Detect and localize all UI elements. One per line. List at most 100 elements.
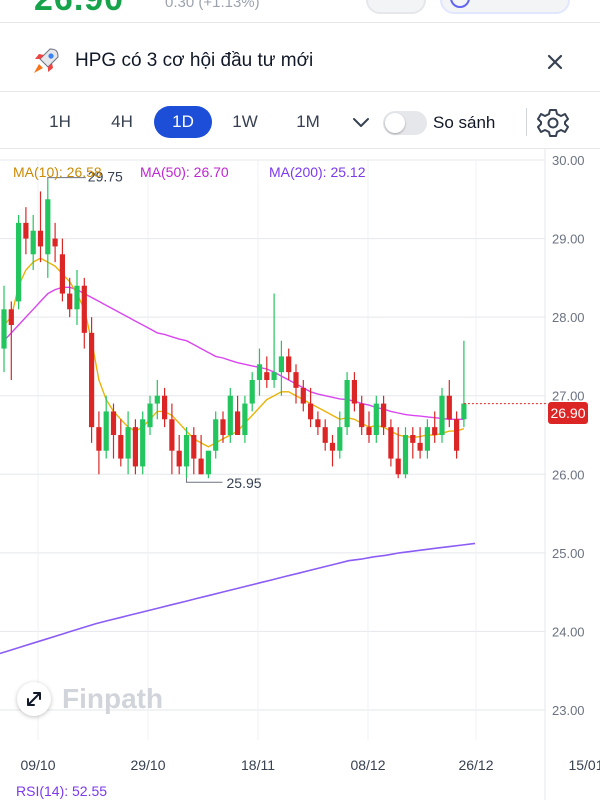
candle-body [96,427,102,451]
candle-body [169,419,175,451]
candle-body [424,427,430,451]
finpath-logo-icon [26,680,27,681]
candle-body [278,356,284,373]
candle-body [89,332,95,428]
candle-body [286,356,292,373]
candle-body [381,403,387,428]
ma10-line [3,257,465,448]
candle-body [256,364,263,380]
timeframe-4h[interactable]: 4H [111,112,133,131]
candle-body [432,427,438,435]
high-annotation-label: 29.75 [88,169,123,185]
chart-toolbar: 1H 4H 1D 1W 1M So sánh [0,96,600,148]
candle-body [154,395,160,404]
candle-body [118,435,124,459]
candle-body [322,427,328,443]
candle-body [67,293,73,310]
candle-body [1,309,7,349]
top-divider [0,22,600,23]
candle-body [37,230,44,247]
candle-body [410,435,416,443]
compare-label: So sánh [433,113,496,132]
x-tick-label: 18/11 [241,757,275,773]
candle-body [220,419,226,435]
legend-ma10: MA(10): 26.58 [13,164,102,180]
candle-body [264,372,270,380]
x-tick-label: 26/12 [458,757,493,773]
candle-body [45,199,51,255]
chevron-down-icon[interactable] [350,113,372,131]
candle-body [337,427,343,451]
promo-header: HPG có 3 cơ hội đầu tư mới [0,35,600,87]
x-tick-label: 09/10 [20,757,55,773]
candle-body [227,395,233,435]
timeframe-1h[interactable]: 1H [49,112,71,131]
candle-body [52,238,58,247]
candle-body [446,395,452,420]
candle-body [395,458,401,475]
legend-ma200: MA(200): 25.12 [269,164,366,180]
candle-body [16,222,22,302]
toolbar-divider-line [0,148,600,149]
candle-body [329,442,336,451]
candle-body [205,450,211,475]
candle-body [213,419,219,451]
timeframe-1d[interactable]: 1D [154,106,212,138]
candle-body [402,435,409,475]
expand-button[interactable] [17,682,51,716]
x-tick-label: 15/01 [568,757,600,773]
close-icon[interactable] [540,47,570,77]
high-annotation-line [47,177,86,180]
price-change: 0.30 (+1.13%) [165,0,260,11]
compare-toggle[interactable] [383,111,427,135]
candle-body [308,403,314,420]
finpath-watermark: Finpath [62,683,164,714]
x-tick-label: 29/10 [130,757,165,773]
x-tick-label: 08/12 [350,757,385,773]
candle-body [315,419,321,428]
candle-body [74,285,80,310]
header-title: HPG có 3 cơ hội đầu tư mới [75,50,314,71]
low-annotation-label: 25.95 [227,475,262,491]
candle-body [373,403,379,435]
candle-body [81,285,87,333]
low-annotation-line [186,478,223,483]
timeframe-1m[interactable]: 1M [296,112,320,131]
candle-body [147,403,153,428]
candle-body [132,427,138,467]
y-tick-label: 27.00 [552,389,585,404]
toolbar-divider [526,108,527,136]
candle-body [242,403,248,435]
candle-body [271,372,277,380]
candle-body [140,419,146,467]
candle-body [300,387,306,404]
y-tick-label: 25.00 [552,546,585,561]
y-tick-label: 29.00 [552,232,585,247]
legend-ma50: MA(50): 26.70 [140,164,229,180]
header-divider [0,91,600,92]
candle-body [8,309,14,325]
y-tick-label: 30.00 [552,153,585,168]
y-tick-label: 26.00 [552,467,585,482]
toggle-knob [385,113,405,133]
y-tick-label: 28.00 [552,310,585,325]
candle-body [162,395,168,420]
candle-body [388,427,394,459]
candle-body [461,403,467,420]
candle-body [191,435,197,459]
candle-body [59,254,65,294]
current-price-tag: 26.90 [548,402,588,424]
rocket-icon [34,48,59,73]
y-tick-label: 24.00 [552,624,585,639]
gear-icon[interactable] [536,106,570,140]
ma50-line [3,286,464,420]
candle-body [439,395,445,435]
timeframe-1w[interactable]: 1W [232,112,258,131]
candle-body [110,411,117,435]
candle-body [125,427,131,459]
expand-icon [27,692,41,706]
candle-body [351,380,357,404]
ma200-line [0,542,476,655]
candle-body [235,411,241,435]
